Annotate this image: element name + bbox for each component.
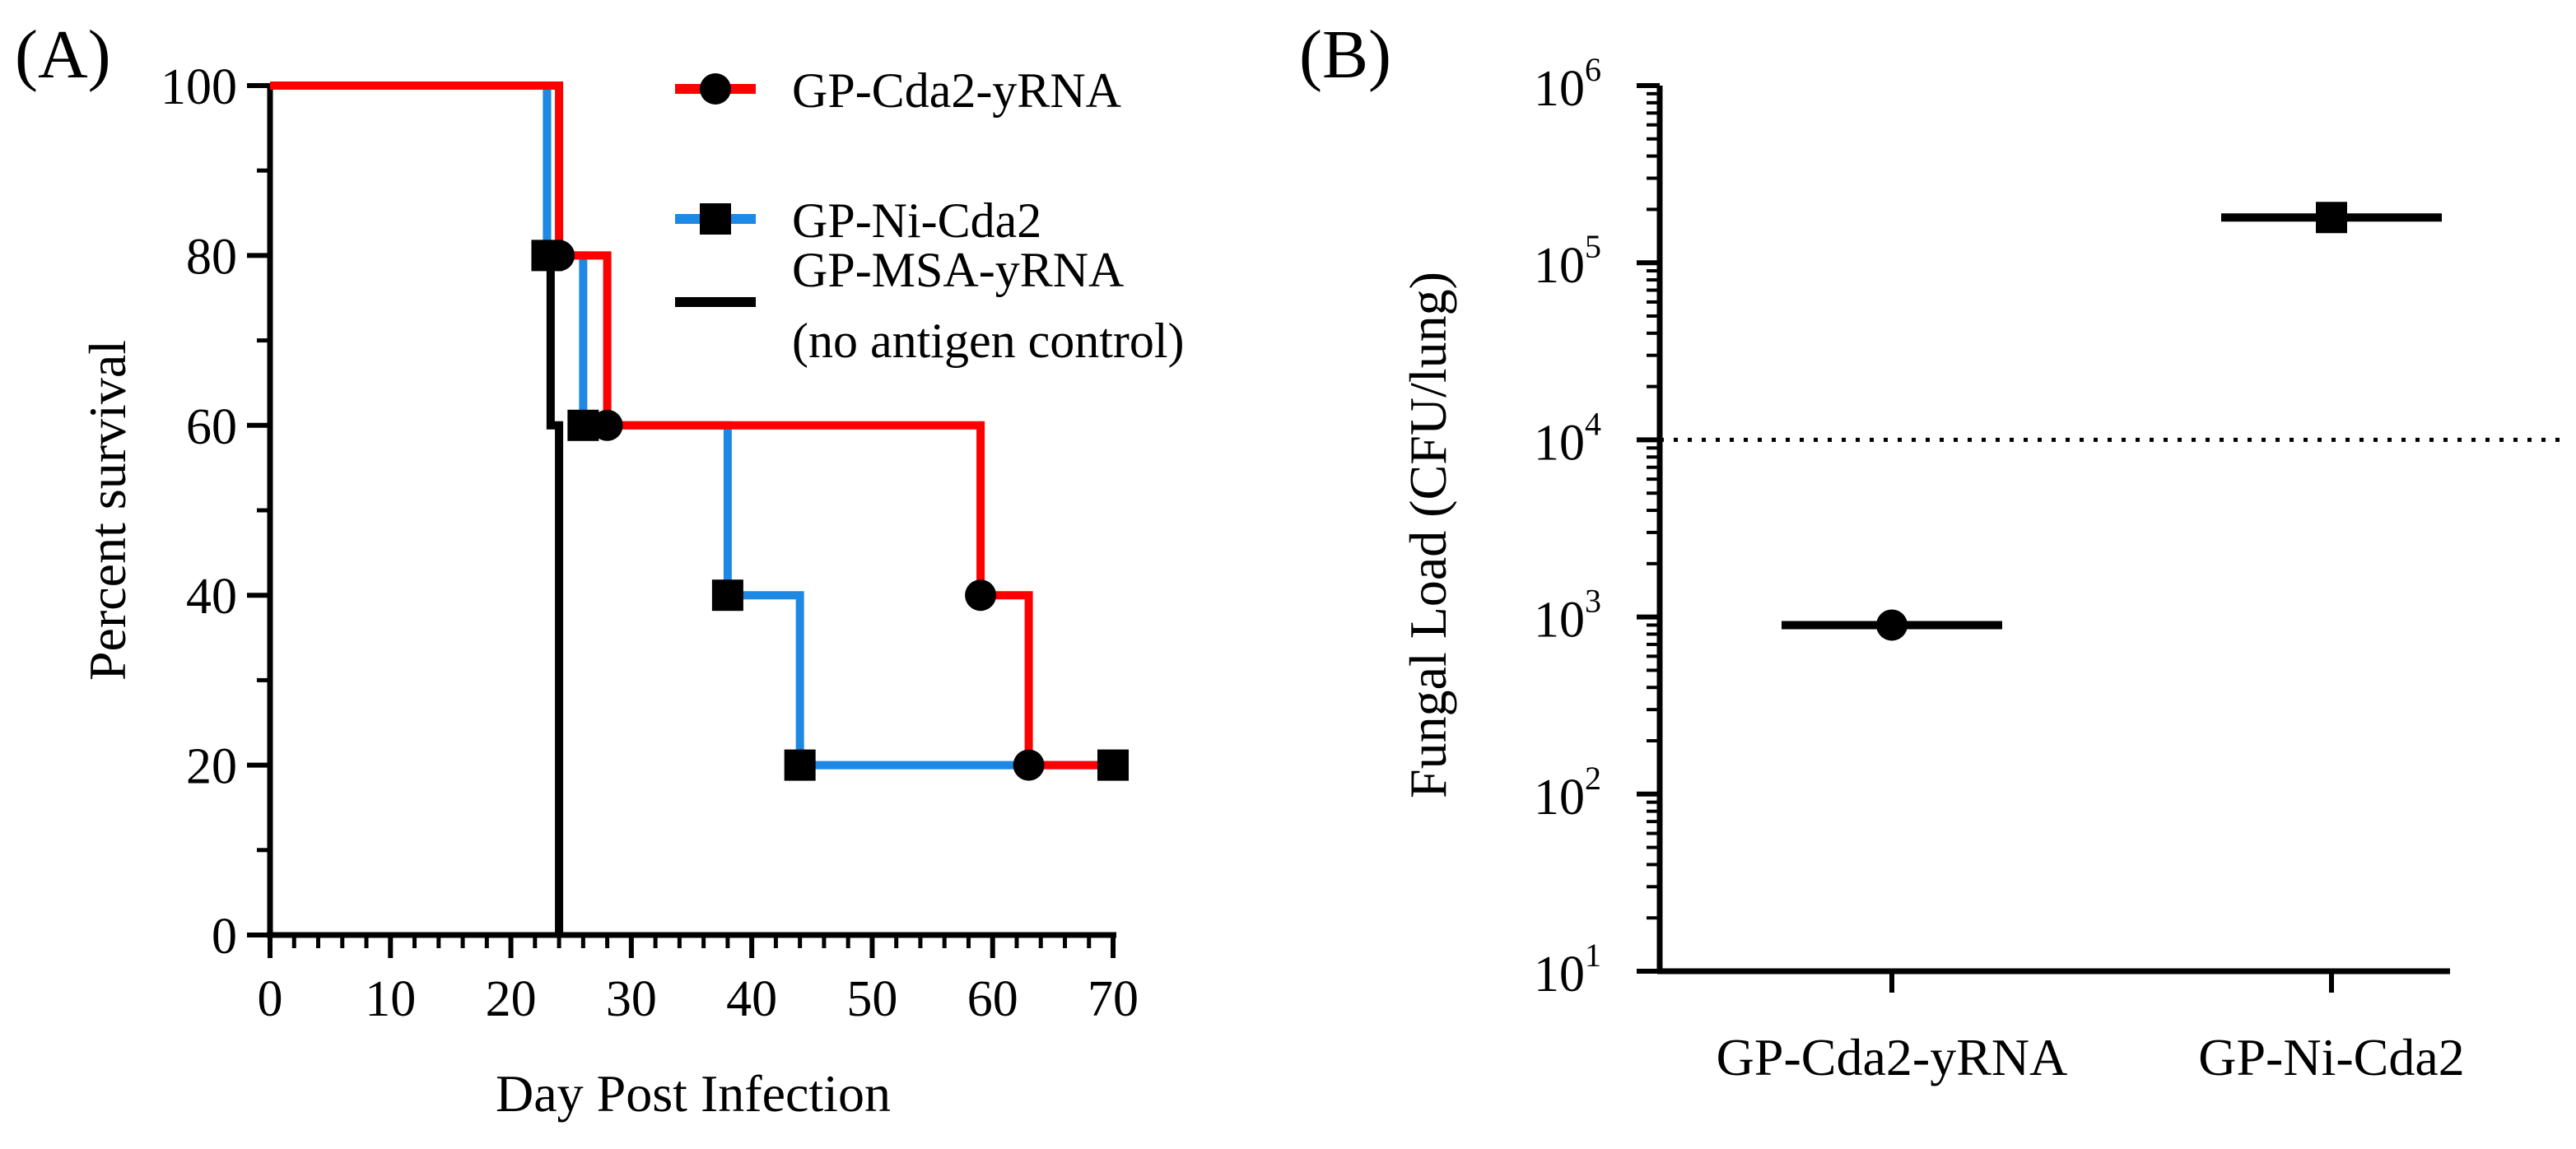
legend: GP-Cda2-yRNA GP-Ni-Cda2 GP-MSA-yRNA (no …: [675, 63, 1185, 368]
x-axis-title: Day Post Infection: [496, 1064, 891, 1123]
y-tick-label: 103: [1534, 583, 1601, 649]
panel-a-label: (A): [15, 16, 111, 93]
fungal-load-chart: (B) 101 102 103 104 105 106 GP-Cda2-yRNA GP-Ni…: [1299, 16, 2564, 1086]
legend-marker-circle: [700, 73, 731, 105]
x-tick-label: 20: [486, 971, 537, 1027]
y-tick-label: 0: [212, 909, 237, 965]
data-point-square: [1097, 749, 1129, 781]
legend-marker-square: [700, 203, 731, 235]
data-point-square: [2316, 202, 2347, 234]
survival-series-markers: [531, 240, 1129, 781]
x-tick-label: 30: [606, 971, 657, 1027]
y-tick-label: 100: [161, 59, 237, 115]
fungal-load-points: [1782, 202, 2442, 641]
fungal-load-y-axis-title: Fungal Load (CFU/lung): [1399, 272, 1457, 798]
legend-label-ni-cda2: GP-Ni-Cda2: [792, 193, 1041, 248]
y-tick-label: 40: [186, 569, 237, 625]
panel-b-label: (B): [1299, 16, 1391, 93]
legend-label-msa-yrna-line2: (no antigen control): [792, 314, 1185, 368]
x-tick-label: 70: [1088, 971, 1139, 1027]
y-axis-title: Percent survival: [78, 340, 137, 681]
category-label: GP-Cda2-yRNA: [1717, 1028, 2068, 1086]
y-tick-label: 106: [1534, 51, 1601, 117]
x-tick-label: 10: [365, 971, 416, 1027]
x-tick-label: 60: [967, 971, 1018, 1027]
fungal-load-y-tick-labels: 101 102 103 104 105 106: [1534, 51, 1601, 1002]
y-tick-label: 104: [1534, 405, 1601, 471]
survival-chart: (A) 0 10 20 30 40 50 60 70 0 20 40 60 80 100 Day Pos…: [15, 16, 1185, 1123]
legend-label-cda2-yrna: GP-Cda2-yRNA: [792, 63, 1121, 118]
y-tick-label: 101: [1534, 937, 1601, 1002]
y-tick-label: 102: [1534, 760, 1601, 826]
x-tick-label: 50: [846, 971, 897, 1027]
data-point-square: [711, 579, 743, 612]
data-point-circle: [543, 240, 575, 272]
category-label: GP-Ni-Cda2: [2198, 1028, 2465, 1086]
series-line-gp-msa-yrna: [270, 81, 564, 935]
data-point-circle: [1876, 609, 1908, 641]
y-tick-label: 60: [186, 399, 237, 455]
data-point-circle: [1013, 749, 1045, 781]
y-tick-label: 20: [186, 739, 237, 795]
data-point-square: [784, 749, 816, 781]
x-tick-label: 0: [258, 971, 283, 1027]
legend-label-msa-yrna: GP-MSA-yRNA: [792, 243, 1124, 297]
survival-x-tick-labels: 0 10 20 30 40 50 60 70: [258, 971, 1139, 1027]
y-tick-label: 105: [1534, 228, 1601, 294]
series-line-gp-cda2-yrna: [270, 81, 1113, 770]
survival-axes: [247, 83, 1116, 958]
data-point-circle: [591, 409, 623, 441]
survival-y-tick-labels: 0 20 40 60 80 100: [161, 59, 237, 965]
data-point-circle: [965, 579, 997, 612]
x-tick-label: 40: [726, 971, 777, 1027]
y-tick-label: 80: [186, 229, 237, 285]
fungal-load-category-labels: GP-Cda2-yRNA GP-Ni-Cda2: [1717, 1028, 2465, 1086]
fungal-load-axes: [1637, 83, 2450, 993]
